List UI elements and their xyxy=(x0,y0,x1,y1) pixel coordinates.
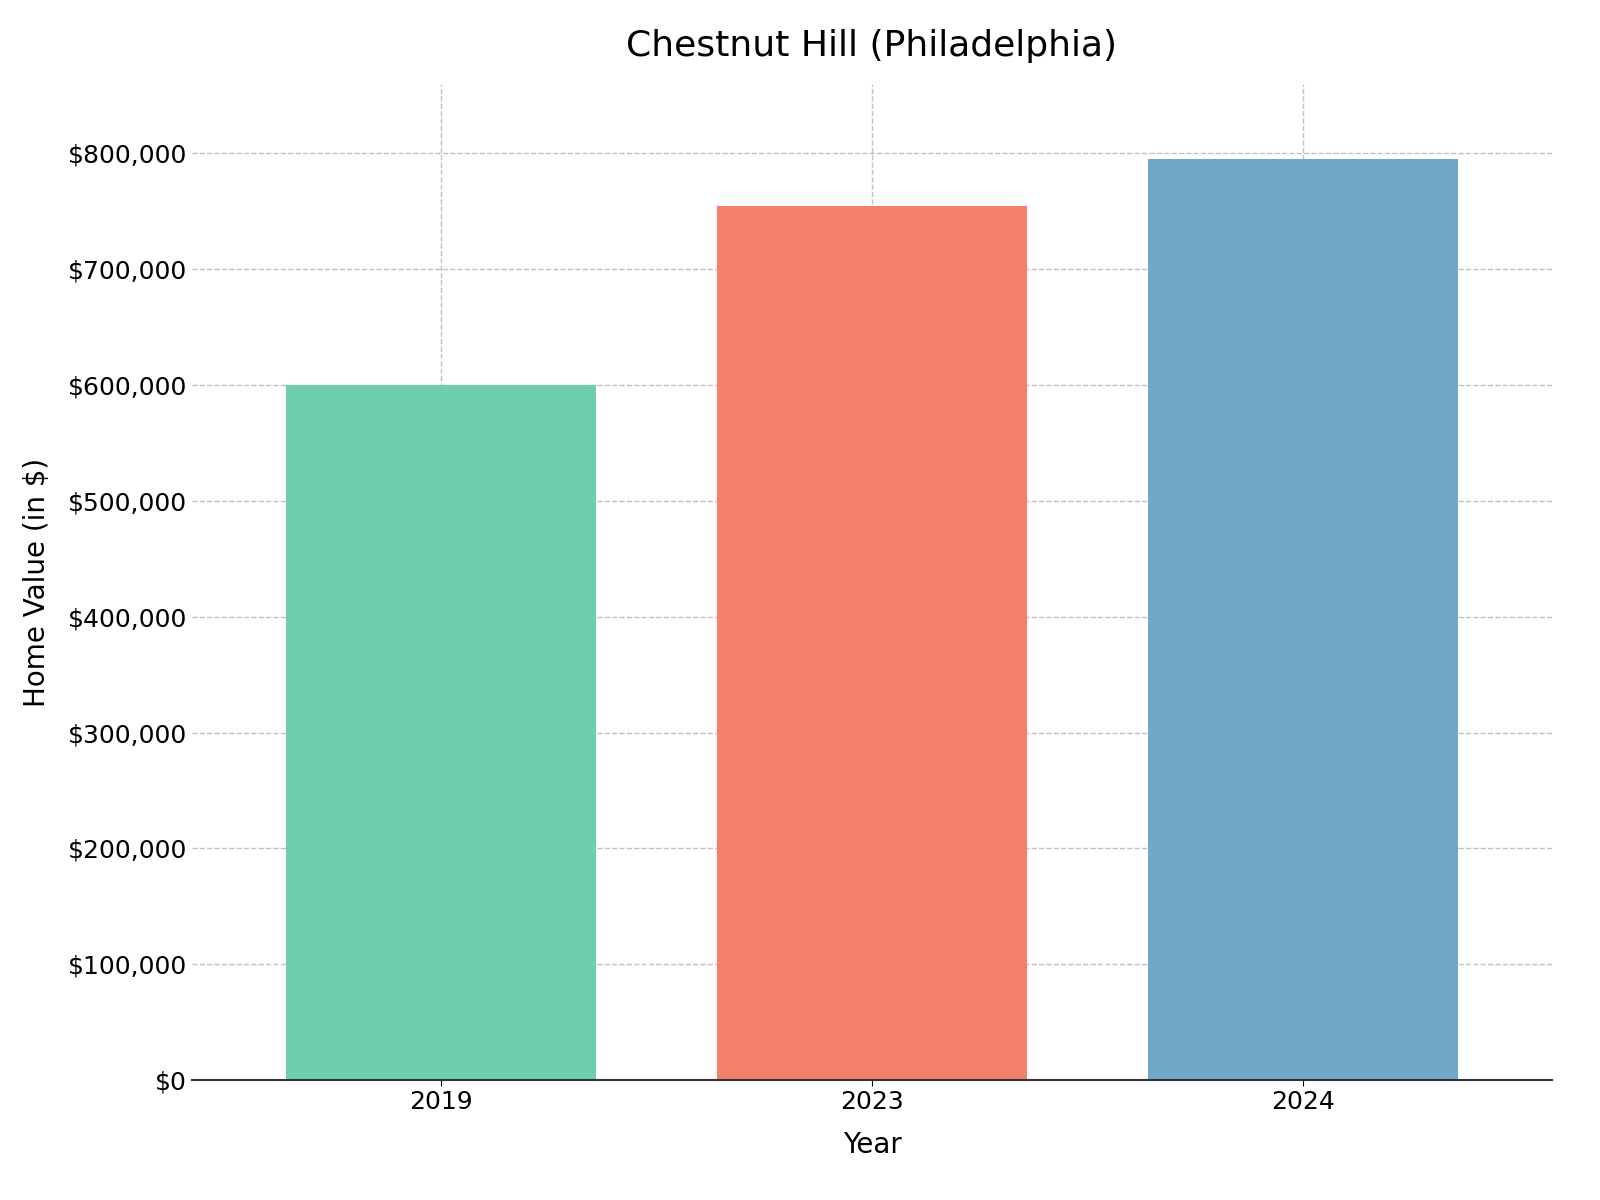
Bar xyxy=(717,205,1027,1080)
Y-axis label: Home Value (in $): Home Value (in $) xyxy=(22,457,51,707)
Bar xyxy=(1147,160,1458,1080)
Title: Chestnut Hill (Philadelphia): Chestnut Hill (Philadelphia) xyxy=(627,29,1117,64)
Bar xyxy=(286,385,597,1080)
X-axis label: Year: Year xyxy=(843,1132,901,1159)
